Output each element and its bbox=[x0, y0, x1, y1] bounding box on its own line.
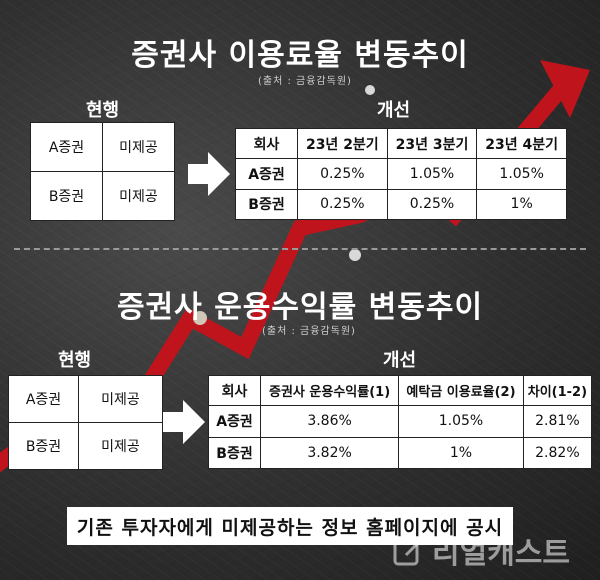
section1-improved-table: 회사 23년 2분기 23년 3분기 23년 4분기 A증권 0.25% 1.0… bbox=[235, 128, 567, 220]
table-row: A증권 미제공 bbox=[30, 122, 175, 172]
section1-current-label: 현행 bbox=[86, 100, 120, 121]
table-cell: 3.82% bbox=[259, 436, 400, 469]
table-cell: 2.81% bbox=[522, 405, 593, 438]
figure-1 bbox=[349, 249, 361, 261]
figure-3 bbox=[365, 85, 375, 95]
section1-current-table: A증권 미제공 B증권 미제공 bbox=[30, 122, 175, 221]
table-cell: B증권 bbox=[235, 188, 298, 220]
table-cell: B증권 bbox=[208, 436, 261, 469]
table-cell: 미제공 bbox=[102, 122, 175, 172]
right-arrow-icon bbox=[188, 152, 230, 196]
table-cell: A증권 bbox=[208, 405, 261, 438]
table-cell: 2.82% bbox=[522, 436, 593, 469]
table-header-row: 회사 증권사 운용수익률(1) 예탁금 이용료율(2) 차이(1-2) bbox=[208, 375, 593, 406]
section2-current-table: A증권 미제공 B증권 미제공 bbox=[8, 375, 163, 470]
right-arrow-icon bbox=[163, 400, 205, 444]
table-cell: 1.05% bbox=[386, 158, 478, 190]
table-cell: A증권 bbox=[8, 375, 79, 423]
table-cell: 미제공 bbox=[78, 375, 163, 423]
table-row: B증권 미제공 bbox=[30, 171, 175, 221]
section1-improved-label: 개선 bbox=[377, 100, 411, 121]
table-cell: 0.25% bbox=[297, 188, 388, 220]
disclosure-banner: 기존 투자자에게 미제공하는 정보 홈페이지에 공시 bbox=[67, 507, 513, 545]
table-row: B증권 0.25% 0.25% 1% bbox=[235, 188, 567, 220]
table-header: 회사 bbox=[208, 375, 261, 406]
table-header: 23년 2분기 bbox=[297, 128, 388, 159]
section2-improved-label: 개선 bbox=[383, 350, 417, 371]
table-cell: 0.25% bbox=[297, 158, 388, 190]
section1-title: 증권사 이용료율 변동추이 bbox=[131, 38, 469, 73]
table-header: 회사 bbox=[235, 128, 298, 159]
table-cell: 미제공 bbox=[78, 422, 163, 470]
watermark-logo: 리얼캐스트 bbox=[392, 528, 570, 572]
table-header-row: 회사 23년 2분기 23년 3분기 23년 4분기 bbox=[235, 128, 567, 159]
section-divider bbox=[14, 248, 586, 250]
table-row: B증권 3.82% 1% 2.82% bbox=[208, 436, 593, 469]
table-row: A증권 0.25% 1.05% 1.05% bbox=[235, 158, 567, 190]
table-cell: 0.25% bbox=[386, 188, 478, 220]
logo-text: 리얼캐스트 bbox=[432, 536, 570, 571]
table-row: A증권 미제공 bbox=[8, 375, 163, 423]
section2-improved-table: 회사 증권사 운용수익률(1) 예탁금 이용료율(2) 차이(1-2) A증권 … bbox=[208, 375, 593, 469]
table-header: 23년 4분기 bbox=[476, 128, 567, 159]
figure-2 bbox=[193, 311, 207, 325]
table-cell: 미제공 bbox=[102, 171, 175, 221]
table-cell: B증권 bbox=[8, 422, 79, 470]
table-cell: 1% bbox=[476, 188, 567, 220]
table-header: 증권사 운용수익률(1) bbox=[259, 375, 400, 406]
table-row: B증권 미제공 bbox=[8, 422, 163, 470]
table-header: 차이(1-2) bbox=[522, 375, 593, 406]
table-cell: 1.05% bbox=[398, 405, 524, 438]
table-cell: A증권 bbox=[30, 122, 103, 172]
pencil-note-icon bbox=[393, 536, 425, 566]
section2-title: 증권사 운용수익률 변동추이 bbox=[116, 290, 484, 325]
table-cell: A증권 bbox=[235, 158, 298, 190]
table-cell: 1% bbox=[398, 436, 524, 469]
table-cell: 1.05% bbox=[476, 158, 567, 190]
table-header: 예탁금 이용료율(2) bbox=[398, 375, 524, 406]
section1-source: (출처 : 금융감독원) bbox=[258, 76, 352, 87]
table-cell: 3.86% bbox=[259, 405, 400, 438]
table-cell: B증권 bbox=[30, 171, 103, 221]
section2-source: (출처 : 금융감독원) bbox=[262, 326, 356, 337]
section2-current-label: 현행 bbox=[58, 350, 92, 371]
table-row: A증권 3.86% 1.05% 2.81% bbox=[208, 405, 593, 438]
table-header: 23년 3분기 bbox=[386, 128, 478, 159]
